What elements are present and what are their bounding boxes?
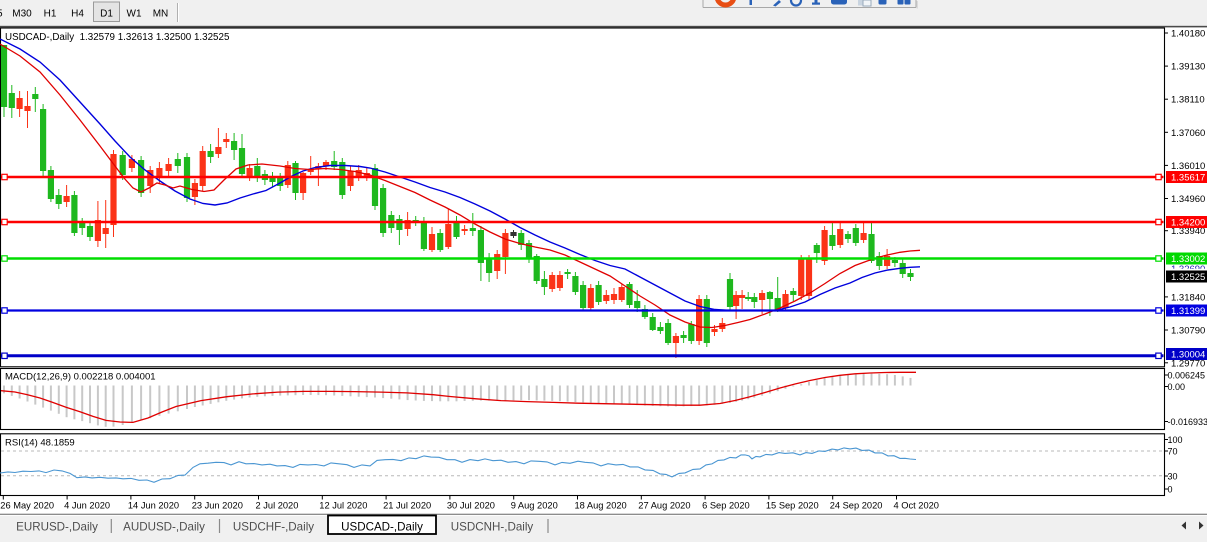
svg-text:1.31840: 1.31840 [1171, 292, 1205, 303]
svg-text:70: 70 [1168, 447, 1178, 457]
svg-text:4 Oct 2020: 4 Oct 2020 [894, 501, 939, 511]
svg-text:5: 5 [0, 9, 3, 20]
svg-text:EURUSD-,Daily: EURUSD-,Daily [16, 521, 98, 534]
svg-text:100: 100 [1168, 435, 1183, 445]
svg-text:1.32525: 1.32525 [1171, 272, 1205, 283]
svg-text:1.40180: 1.40180 [1171, 29, 1205, 40]
svg-text:1.36010: 1.36010 [1171, 161, 1205, 172]
svg-text:23 Jun 2020: 23 Jun 2020 [192, 501, 243, 511]
svg-text:1.30004: 1.30004 [1171, 350, 1205, 361]
svg-text:2 Jul 2020: 2 Jul 2020 [256, 501, 299, 511]
svg-text:27 Aug 2020: 27 Aug 2020 [638, 501, 690, 511]
svg-text:1.33002: 1.33002 [1171, 254, 1205, 265]
svg-text:26 May 2020: 26 May 2020 [0, 501, 54, 511]
svg-text:1.30790: 1.30790 [1171, 326, 1205, 337]
svg-text:MACD(12,26,9) 0.002218 0.00400: MACD(12,26,9) 0.002218 0.004001 [5, 372, 156, 383]
svg-text:0: 0 [1168, 485, 1173, 495]
svg-text:30: 30 [1168, 472, 1178, 482]
svg-text:1.37060: 1.37060 [1171, 128, 1205, 139]
svg-text:1.34200: 1.34200 [1171, 218, 1205, 229]
svg-text:0.006245: 0.006245 [1168, 371, 1206, 381]
svg-text:9 Aug 2020: 9 Aug 2020 [511, 501, 558, 511]
svg-text:1.38110: 1.38110 [1171, 95, 1205, 106]
svg-text:4 Jun 2020: 4 Jun 2020 [64, 501, 110, 511]
svg-text:MN: MN [153, 9, 169, 20]
svg-text:6 Sep 2020: 6 Sep 2020 [702, 501, 750, 511]
svg-text:21 Jul 2020: 21 Jul 2020 [383, 501, 431, 511]
svg-text:15 Sep 2020: 15 Sep 2020 [766, 501, 819, 511]
svg-text:14 Jun 2020: 14 Jun 2020 [128, 501, 179, 511]
svg-text:H4: H4 [71, 9, 84, 20]
svg-text:0.00: 0.00 [1168, 382, 1186, 392]
svg-text:24 Sep 2020: 24 Sep 2020 [830, 501, 883, 511]
svg-text:-0.016933: -0.016933 [1168, 417, 1207, 427]
svg-text:1.31399: 1.31399 [1171, 306, 1205, 317]
svg-text:18 Aug 2020: 18 Aug 2020 [575, 501, 627, 511]
svg-text:W1: W1 [127, 9, 142, 20]
svg-text:1.33940: 1.33940 [1171, 226, 1205, 237]
svg-text:AUDUSD-,Daily: AUDUSD-,Daily [123, 521, 205, 534]
svg-text:30 Jul 2020: 30 Jul 2020 [447, 501, 495, 511]
svg-text:RSI(14) 48.1859: RSI(14) 48.1859 [5, 438, 75, 449]
svg-text:1.39130: 1.39130 [1171, 62, 1205, 73]
svg-text:1.29770: 1.29770 [1171, 358, 1205, 369]
svg-text:D1: D1 [100, 9, 113, 20]
svg-text:USDCAD-,Daily 1.32579 1.32613: USDCAD-,Daily 1.32579 1.32613 1.32500 1.… [5, 32, 230, 43]
svg-text:H1: H1 [44, 9, 57, 20]
svg-text:USDCAD-,Daily: USDCAD-,Daily [341, 521, 423, 534]
svg-text:M30: M30 [12, 9, 32, 20]
svg-text:1.35617: 1.35617 [1171, 173, 1205, 184]
svg-text:1.34960: 1.34960 [1171, 194, 1205, 205]
svg-text:USDCHF-,Daily: USDCHF-,Daily [233, 521, 314, 534]
svg-text:USDCNH-,Daily: USDCNH-,Daily [451, 521, 534, 534]
svg-text:12 Jul 2020: 12 Jul 2020 [319, 501, 367, 511]
